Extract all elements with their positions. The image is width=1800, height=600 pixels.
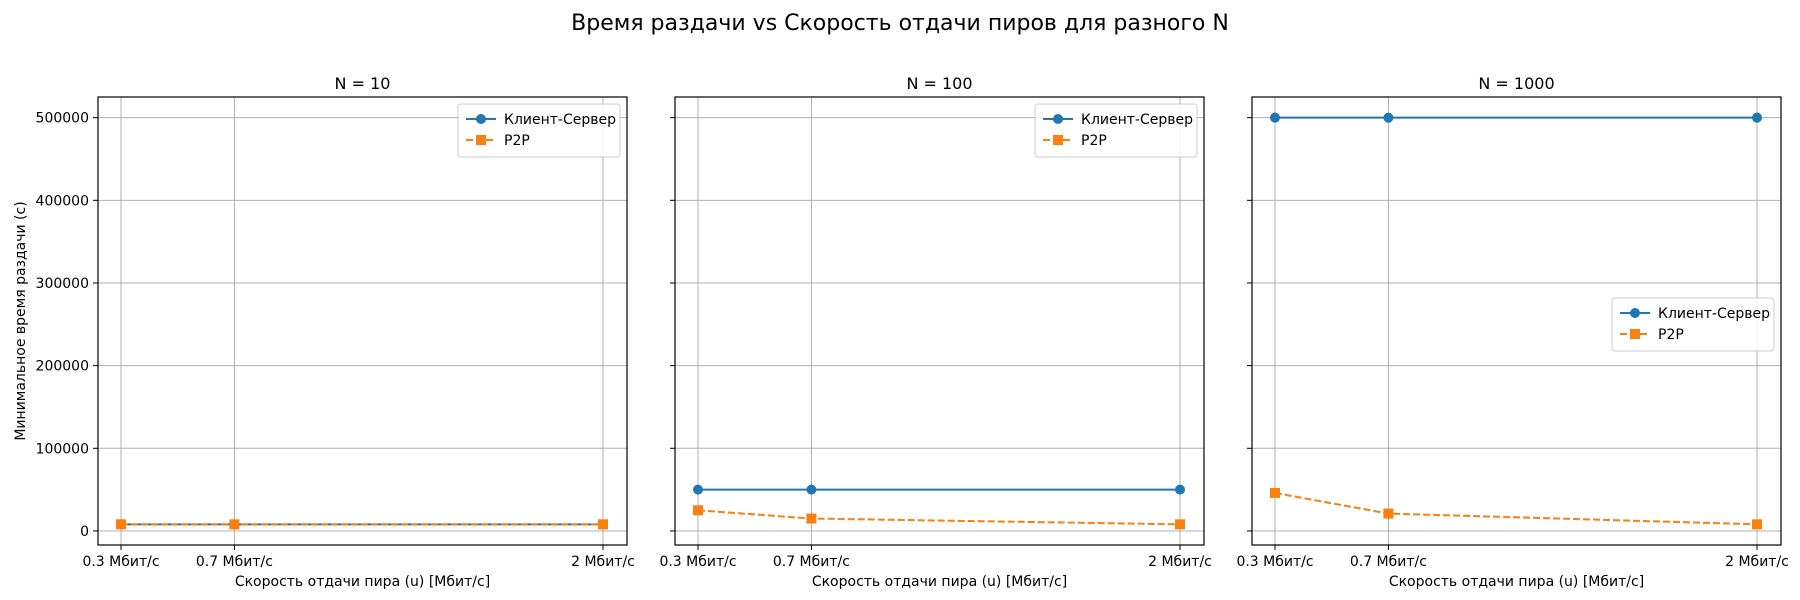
p2p-point <box>1175 519 1185 530</box>
x-axis-label: Скорость отдачи пира (u) [Мбит/с] <box>812 574 1067 590</box>
x-tick-label: 0.7 Мбит/с <box>1350 554 1427 570</box>
legend: Клиент-Сервер P2P <box>1611 297 1775 352</box>
legend-box <box>457 103 621 158</box>
legend: Клиент-Сервер P2P <box>1034 103 1198 158</box>
y-tick-label: 500000 <box>36 111 89 127</box>
y-tick-label: 300000 <box>36 276 89 292</box>
p2p-point <box>598 519 608 530</box>
subplot-1: 0 100000 200000 300000 400000 500000 0.3 Мбит/… <box>13 74 635 590</box>
client-server-point <box>1383 112 1394 123</box>
legend-marker <box>1630 308 1640 318</box>
x-tick-label: 0.3 Мбит/с <box>1236 554 1313 570</box>
y-tick-label: 100000 <box>36 441 89 457</box>
subplot-3: 0.3 Мбит/с 0.7 Мбит/с 2 Мбит/с Скорость отд… <box>1236 74 1788 590</box>
client-server-point <box>693 484 703 495</box>
p2p-point <box>229 519 240 530</box>
legend-marker <box>476 114 486 124</box>
p2p-point <box>1383 508 1394 519</box>
p2p-point <box>1270 487 1280 498</box>
x-tick-label: 0.3 Мбит/с <box>82 554 159 570</box>
x-tick-label: 0.3 Мбит/с <box>659 554 736 570</box>
legend: Клиент-Сервер P2P <box>457 103 621 158</box>
legend-label: Клиент-Сервер <box>1658 306 1770 322</box>
subplot-title: N = 100 <box>906 74 972 93</box>
p2p-point <box>116 519 126 530</box>
subplot-title: N = 10 <box>335 74 391 93</box>
legend-label: P2P <box>1081 133 1107 149</box>
x-tick-label: 2 Мбит/с <box>571 554 635 570</box>
y-axis-label: Минимальное время раздачи (с) <box>13 201 29 440</box>
client-server-point <box>1175 484 1185 495</box>
legend-marker <box>476 135 486 145</box>
p2p-point <box>1752 519 1762 530</box>
x-tick-label: 0.7 Мбит/с <box>196 554 273 570</box>
p2p-point <box>693 505 703 516</box>
legend-label: P2P <box>1658 327 1684 343</box>
x-tick-label: 2 Мбит/с <box>1725 554 1789 570</box>
legend-label: P2P <box>504 133 530 149</box>
legend-marker <box>1053 135 1063 145</box>
legend-label: Клиент-Сервер <box>1081 112 1193 128</box>
plot-frame <box>97 96 628 546</box>
figure-title: Время раздачи vs Скорость отдачи пиров д… <box>571 11 1229 36</box>
x-tick-label: 0.7 Мбит/с <box>773 554 850 570</box>
x-axis-label: Скорость отдачи пира (u) [Мбит/с] <box>1389 574 1644 590</box>
y-tick-label: 400000 <box>36 193 89 209</box>
subplots: 0 100000 200000 300000 400000 500000 0.3 Мбит/… <box>13 74 1789 590</box>
legend-marker <box>1630 329 1640 339</box>
plot-frame <box>1251 96 1782 546</box>
y-tick-label: 200000 <box>36 359 89 375</box>
client-server-point <box>1270 112 1280 123</box>
client-server-point <box>806 484 817 495</box>
subplot-2: 0.3 Мбит/с 0.7 Мбит/с 2 Мбит/с Скорость отд… <box>659 74 1211 590</box>
subplot-title: N = 1000 <box>1478 74 1554 93</box>
x-tick-label: 2 Мбит/с <box>1148 554 1212 570</box>
p2p-point <box>806 513 817 524</box>
legend-box <box>1034 103 1198 158</box>
y-tick-label: 0 <box>80 524 89 540</box>
client-server-point <box>1752 112 1762 123</box>
legend-marker <box>1053 114 1063 124</box>
plot-frame <box>674 96 1205 546</box>
legend-label: Клиент-Сервер <box>504 112 616 128</box>
x-axis-label: Скорость отдачи пира (u) [Мбит/с] <box>235 574 490 590</box>
legend-box <box>1611 297 1775 352</box>
